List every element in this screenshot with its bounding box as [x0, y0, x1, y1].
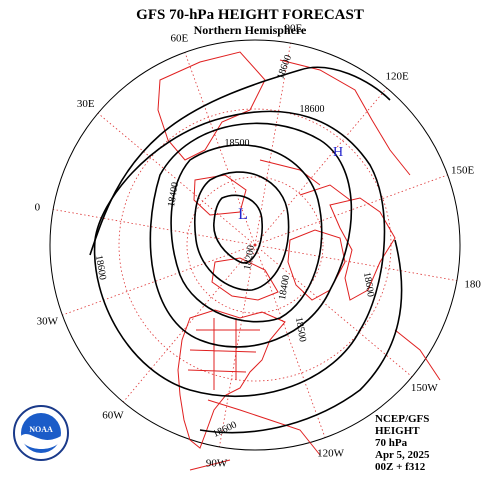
longitude-label: 150E [451, 164, 475, 176]
info-line: 00Z + f312 [375, 461, 426, 473]
height-contours [89, 66, 403, 434]
subtitle: Northern Hemisphere [194, 23, 307, 37]
longitude-label: 150W [411, 382, 439, 394]
longitude-label: 120W [317, 448, 345, 460]
title: GFS 70-hPa HEIGHT FORECAST [136, 7, 364, 23]
longitude-label: 60W [102, 409, 124, 421]
map-boundary [49, 39, 461, 451]
longitude-label: 30E [77, 98, 95, 110]
info-line: 70 hPa [375, 437, 408, 449]
contour-label: 18600 [361, 271, 376, 298]
latitude-circle [186, 176, 324, 314]
contour-label: 18500 [225, 138, 250, 149]
info-line: HEIGHT [375, 425, 420, 437]
longitude-label: 90E [285, 22, 303, 34]
info-line: NCEP/GFS [375, 413, 429, 425]
contour-label: 18200 [242, 244, 257, 271]
contour-label: 18600 [93, 254, 108, 281]
high-center: H [333, 145, 343, 160]
contour-label: 18500 [293, 316, 308, 343]
longitude-label: 90W [206, 458, 228, 470]
longitude-label: 120E [385, 71, 409, 83]
longitude-label: 180 [464, 278, 481, 290]
longitude-label: 30W [37, 316, 59, 328]
info-line: Apr 5, 2025 [375, 449, 430, 461]
noaa-logo: NOAA [13, 405, 69, 461]
low-center: L [238, 206, 248, 223]
logo-text: NOAA [29, 425, 53, 434]
contour-label: 18400 [166, 181, 181, 208]
longitude-label: 60E [171, 32, 189, 44]
contour-label: 18600 [300, 104, 325, 115]
longitude-labels: 90E 60E 30E 0 30W 60W 90W 120W 150W 180 150E 120E [35, 22, 482, 469]
info-block: NCEP/GFS HEIGHT 70 hPa Apr 5, 2025 00Z +… [375, 413, 430, 473]
longitude-label: 0 [35, 202, 41, 214]
contour-label: 18400 [277, 274, 292, 301]
